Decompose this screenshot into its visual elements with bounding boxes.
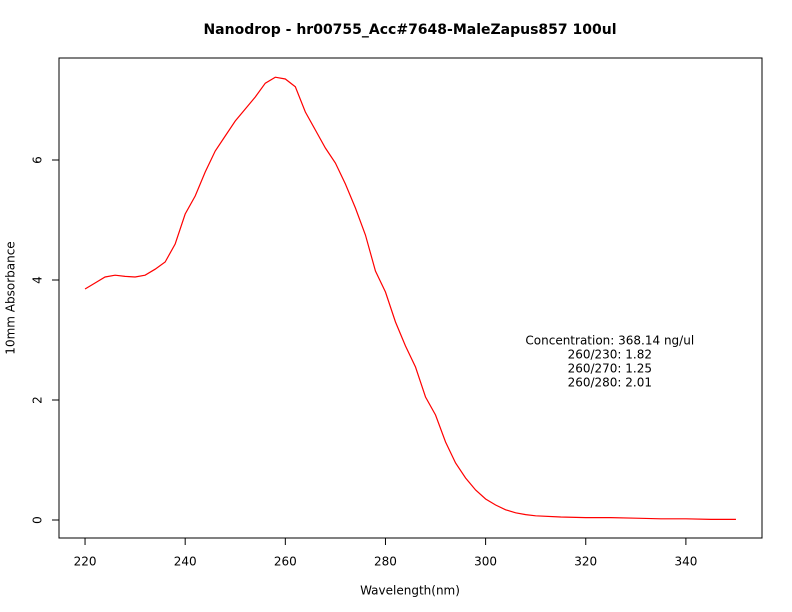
y-tick-label: 4: [31, 276, 45, 284]
y-axis-label: 10mm Absorbance: [4, 241, 18, 354]
annotation: 260/270: 1.25: [568, 362, 652, 376]
chart-title: Nanodrop - hr00755_Acc#7648-MaleZapus857…: [203, 22, 616, 38]
x-tick-label: 260: [274, 555, 297, 569]
y-tick-label: 6: [31, 156, 45, 164]
annotation: Concentration: 368.14 ng/ul: [525, 334, 694, 348]
x-tick-label: 280: [374, 555, 397, 569]
y-tick-label: 0: [31, 516, 45, 524]
x-tick-label: 240: [174, 555, 197, 569]
data-line: [84, 76, 736, 520]
annotation: 260/230: 1.82: [568, 348, 652, 362]
annotation: 260/280: 2.01: [568, 376, 652, 390]
y-tick-label: 2: [31, 396, 45, 404]
x-tick-label: 320: [574, 555, 597, 569]
x-tick-label: 220: [74, 555, 97, 569]
x-axis-label: Wavelength(nm): [360, 584, 460, 598]
x-tick-label: 340: [674, 555, 697, 569]
plot-frame: [58, 57, 763, 539]
x-tick-label: 300: [474, 555, 497, 569]
